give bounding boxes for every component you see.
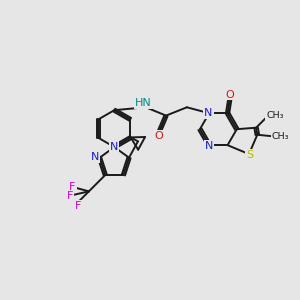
Text: O: O: [154, 130, 163, 140]
Text: F: F: [75, 201, 81, 211]
Text: F: F: [69, 182, 76, 192]
Text: N: N: [205, 141, 213, 151]
Text: O: O: [226, 89, 234, 100]
Text: S: S: [246, 150, 253, 160]
Text: N: N: [204, 108, 213, 118]
Text: CH₃: CH₃: [272, 132, 289, 141]
Text: F: F: [67, 191, 73, 201]
Text: N: N: [110, 142, 118, 152]
Text: HN: HN: [134, 98, 151, 108]
Text: N: N: [91, 152, 99, 162]
Text: CH₃: CH₃: [266, 111, 284, 120]
